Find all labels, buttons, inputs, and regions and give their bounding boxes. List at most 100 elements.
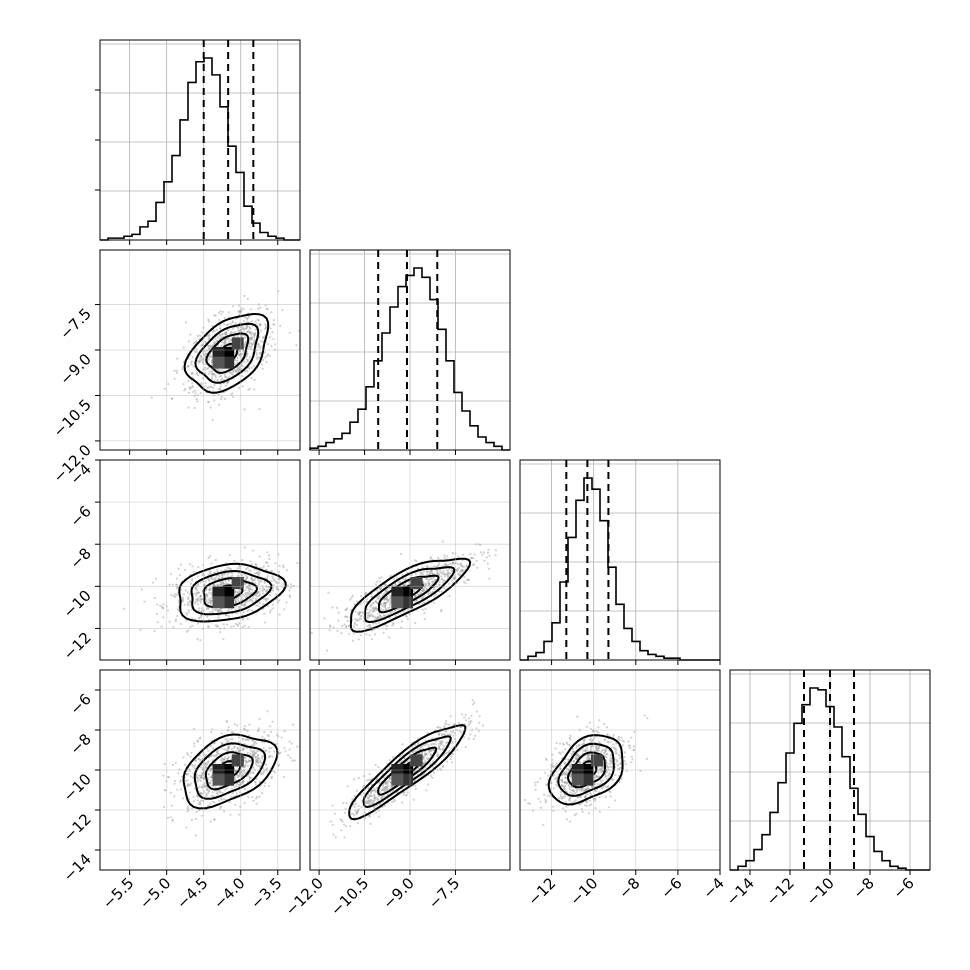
scatter-point bbox=[251, 739, 254, 743]
scatter-point bbox=[383, 789, 386, 792]
scatter-point bbox=[204, 350, 207, 353]
scatter-point bbox=[475, 727, 478, 730]
scatter-point bbox=[575, 754, 578, 757]
scatter-point bbox=[182, 593, 185, 596]
scatter-point bbox=[254, 562, 257, 566]
pair-content bbox=[123, 546, 299, 642]
scatter-point bbox=[187, 611, 190, 614]
scatter-point bbox=[249, 587, 252, 590]
scatter-point bbox=[188, 563, 192, 566]
scatter-point bbox=[604, 748, 607, 752]
scatter-point bbox=[187, 379, 190, 383]
scatter-point bbox=[254, 797, 258, 800]
scatter-point bbox=[234, 363, 237, 366]
scatter-point bbox=[421, 573, 425, 576]
scatter-point bbox=[381, 796, 384, 799]
scatter-point bbox=[250, 345, 253, 348]
scatter-point bbox=[437, 746, 440, 750]
scatter-point bbox=[238, 365, 241, 368]
scatter-point bbox=[327, 591, 330, 594]
scatter-point bbox=[237, 600, 240, 603]
scatter-point bbox=[430, 576, 433, 580]
scatter-point bbox=[429, 557, 432, 560]
scatter-point bbox=[255, 572, 258, 575]
scatter-point bbox=[370, 603, 373, 607]
scatter-point bbox=[413, 594, 416, 597]
scatter-point bbox=[183, 568, 186, 572]
scatter-point bbox=[237, 591, 240, 595]
scatter-point bbox=[226, 747, 229, 751]
scatter-point bbox=[241, 770, 244, 773]
pair-panel-2-0 bbox=[99, 459, 301, 661]
scatter-point bbox=[219, 610, 222, 613]
scatter-point bbox=[403, 584, 406, 587]
scatter-point bbox=[427, 578, 430, 581]
scatter-point bbox=[537, 797, 540, 800]
scatter-point bbox=[246, 617, 249, 620]
scatter-point bbox=[223, 374, 226, 377]
scatter-point bbox=[266, 577, 269, 580]
scatter-point bbox=[440, 740, 443, 744]
scatter-point bbox=[439, 571, 442, 574]
scatter-point bbox=[198, 616, 201, 619]
scatter-point bbox=[209, 820, 213, 823]
scatter-point bbox=[600, 750, 603, 753]
scatter-point bbox=[210, 377, 213, 380]
scatter-point bbox=[238, 310, 241, 313]
scatter-point bbox=[225, 623, 229, 626]
scatter-point bbox=[225, 384, 228, 387]
scatter-point bbox=[199, 776, 203, 779]
pair-panel-3-1 bbox=[309, 669, 511, 871]
scatter-point bbox=[236, 567, 239, 570]
scatter-point bbox=[270, 747, 273, 750]
scatter-point bbox=[263, 581, 266, 585]
scatter-point bbox=[217, 609, 220, 612]
scatter-point bbox=[224, 581, 227, 584]
scatter-point bbox=[241, 375, 244, 378]
scatter-point bbox=[269, 609, 272, 612]
scatter-point bbox=[270, 569, 274, 572]
scatter-point bbox=[215, 791, 219, 795]
scatter-point bbox=[353, 621, 356, 625]
scatter-point bbox=[245, 586, 249, 589]
scatter-point bbox=[446, 760, 449, 763]
scatter-point bbox=[199, 616, 202, 619]
scatter-point bbox=[207, 625, 210, 628]
scatter-point bbox=[459, 570, 462, 573]
scatter-point bbox=[415, 599, 418, 602]
scatter-point bbox=[207, 761, 210, 764]
scatter-point bbox=[250, 577, 253, 580]
scatter-point bbox=[347, 624, 350, 628]
scatter-point bbox=[170, 804, 173, 807]
scatter-point bbox=[358, 617, 361, 620]
hist-panel-0 bbox=[95, 39, 301, 241]
scatter-point bbox=[272, 584, 275, 587]
scatter-point bbox=[231, 328, 234, 331]
scatter-point bbox=[427, 783, 430, 786]
scatter-point bbox=[211, 791, 214, 794]
scatter-point bbox=[245, 326, 248, 329]
scatter-point bbox=[270, 775, 274, 778]
scatter-point bbox=[439, 742, 442, 745]
scatter-point bbox=[430, 577, 433, 581]
scatter-point bbox=[266, 355, 269, 358]
scatter-point bbox=[248, 599, 251, 602]
scatter-point bbox=[426, 572, 429, 576]
scatter-point bbox=[243, 765, 246, 769]
scatter-point bbox=[215, 753, 218, 757]
scatter-point bbox=[585, 793, 588, 796]
scatter-point bbox=[421, 566, 424, 569]
scatter-point bbox=[264, 597, 267, 601]
scatter-point bbox=[221, 341, 224, 344]
density-cell bbox=[222, 596, 235, 609]
scatter-point bbox=[225, 720, 228, 723]
scatter-point bbox=[604, 776, 607, 779]
scatter-point bbox=[155, 577, 158, 580]
scatter-point bbox=[151, 581, 154, 584]
scatter-point bbox=[242, 780, 245, 784]
scatter-point bbox=[378, 577, 381, 580]
scatter-point bbox=[236, 590, 239, 594]
scatter-point bbox=[598, 810, 601, 814]
scatter-point bbox=[197, 361, 200, 364]
scatter-point bbox=[249, 598, 252, 602]
